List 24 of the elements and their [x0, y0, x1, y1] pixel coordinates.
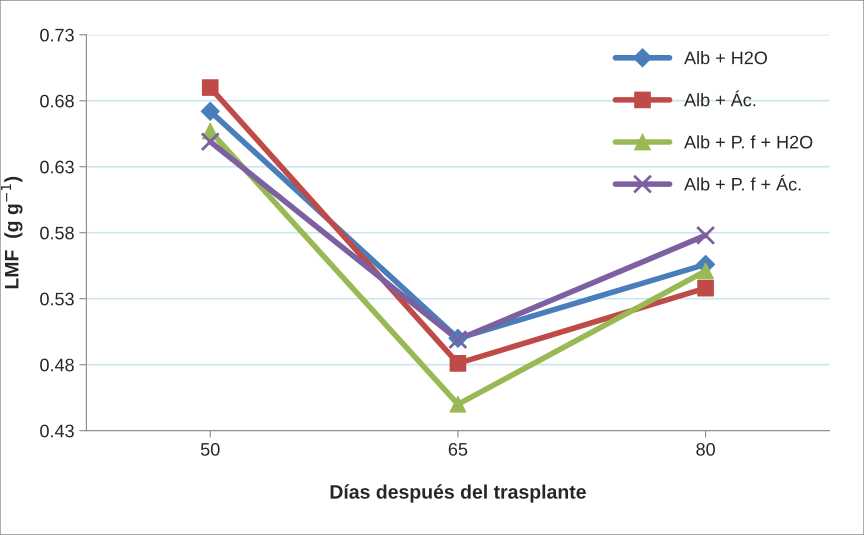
x-axis-title: Días después del trasplante [330, 484, 586, 503]
y-tick-label: 0.63 [40, 160, 74, 174]
point [450, 355, 466, 372]
point [696, 226, 716, 246]
point [697, 262, 714, 280]
point [200, 102, 220, 121]
y-tick-label: 0.68 [40, 94, 74, 108]
point [450, 396, 466, 413]
y-tick-label: 0.48 [40, 358, 74, 372]
point [202, 79, 219, 96]
legend-label: Alb + P. f + H2O [684, 135, 812, 149]
y-axis-title: LMF (g g$^{−1}$) [1, 176, 22, 288]
legend-label: Alb + P. f + Ác. [684, 174, 801, 191]
legend-label: Alb + Ác. [684, 90, 756, 106]
y-tick-label: 0.43 [40, 424, 74, 438]
point [200, 132, 220, 152]
y-tick-label: 0.53 [40, 292, 74, 306]
x-tick-label: 50 [200, 442, 220, 456]
x-tick-label: 65 [448, 442, 468, 456]
y-tick-label: 0.58 [40, 226, 74, 240]
legend-label: Alb + H2O [684, 51, 767, 64]
point [697, 280, 714, 296]
x-tick-label: 80 [696, 442, 715, 456]
y-tick-label: 0.73 [40, 28, 74, 42]
